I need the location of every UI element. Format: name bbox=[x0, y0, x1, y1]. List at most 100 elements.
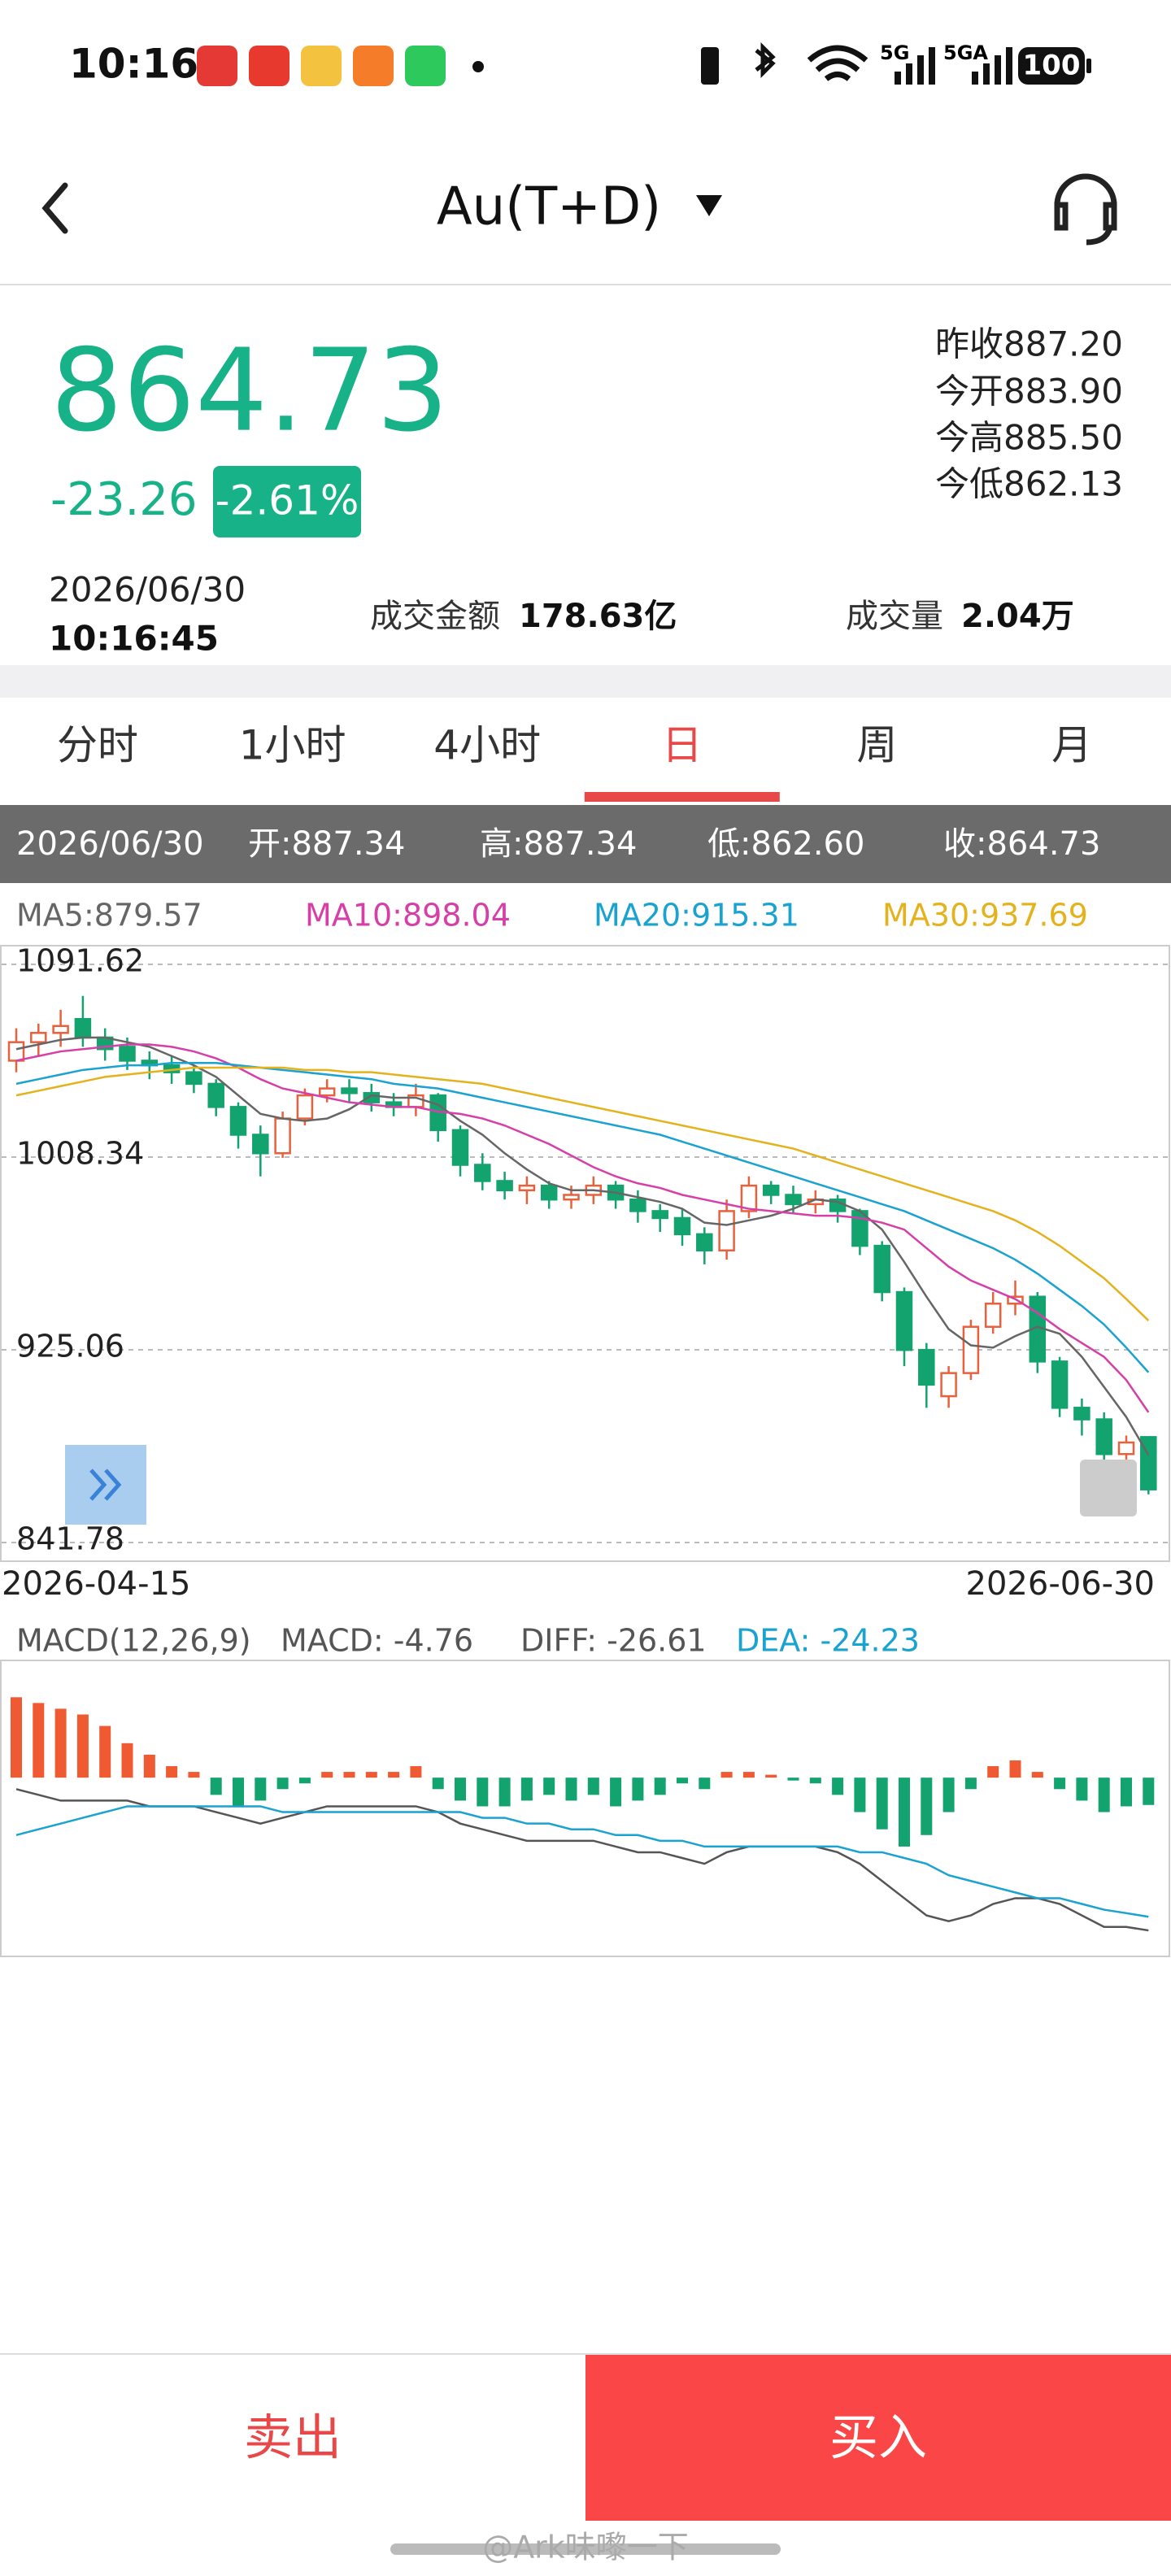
dot bbox=[472, 61, 484, 72]
candle-body bbox=[74, 1017, 92, 1039]
macd-bar bbox=[654, 1778, 666, 1795]
macd-chart bbox=[0, 1660, 1170, 1957]
macd-bar bbox=[54, 1708, 67, 1778]
stat: 今高885.50 bbox=[935, 418, 1123, 458]
macd-bar bbox=[565, 1778, 577, 1801]
y-tick-label: 1091.62 bbox=[16, 943, 144, 979]
candle-body bbox=[185, 1071, 202, 1086]
tab[interactable]: 4小时 bbox=[433, 722, 541, 769]
macd-bar bbox=[921, 1778, 933, 1835]
x-start-label: 2026-04-15 bbox=[2, 1565, 190, 1603]
battery-level: 100 bbox=[1023, 50, 1081, 82]
sell-button[interactable] bbox=[0, 2355, 586, 2521]
dropdown-arrow[interactable] bbox=[696, 195, 722, 216]
macd-bar bbox=[388, 1772, 400, 1778]
macd-bar bbox=[942, 1778, 955, 1812]
buy-label[interactable]: 买入 bbox=[829, 2410, 927, 2467]
macd-bar bbox=[166, 1766, 178, 1778]
macd-bar bbox=[1031, 1772, 1043, 1778]
macd-bar bbox=[11, 1697, 22, 1778]
macd-bar bbox=[1121, 1778, 1132, 1807]
macd-bar bbox=[210, 1778, 222, 1795]
candle-body bbox=[651, 1210, 668, 1220]
price-change: -23.26 bbox=[50, 473, 198, 526]
app-icon bbox=[197, 46, 237, 86]
candle-body bbox=[873, 1244, 890, 1294]
macd-bar bbox=[699, 1778, 711, 1790]
candle-body bbox=[119, 1046, 136, 1062]
watermark: @Ark味嚟一下 bbox=[482, 2530, 689, 2565]
candle-body bbox=[1117, 1441, 1135, 1456]
change-badge bbox=[213, 466, 361, 537]
candle-body bbox=[207, 1082, 224, 1108]
macd-bar bbox=[854, 1778, 866, 1812]
legend-entry: MA30:937.69 bbox=[882, 898, 1088, 933]
tab[interactable]: 1小时 bbox=[239, 722, 346, 769]
macd-bar bbox=[787, 1778, 799, 1781]
sell-label[interactable]: 卖出 bbox=[244, 2410, 342, 2467]
candle-body bbox=[318, 1087, 336, 1097]
price-chart: 1091.62 1008.34 925.06 841.78 bbox=[0, 943, 1170, 1562]
ohlc-value: 2026/06/30 bbox=[16, 825, 204, 863]
macd-bar bbox=[610, 1778, 622, 1807]
macd-bar bbox=[632, 1778, 644, 1801]
tab[interactable]: 分时 bbox=[57, 722, 138, 769]
candle-body bbox=[785, 1194, 802, 1206]
vibrate-icon bbox=[701, 47, 719, 85]
macd-bar bbox=[742, 1772, 755, 1778]
candle-body bbox=[940, 1372, 957, 1398]
zoom-button[interactable] bbox=[1080, 1460, 1137, 1516]
ma-line bbox=[15, 1062, 1150, 1373]
candle-body bbox=[984, 1303, 1002, 1328]
stat: 今开883.90 bbox=[935, 372, 1123, 411]
macd-bar bbox=[365, 1772, 377, 1778]
home-indicator bbox=[390, 2543, 781, 2555]
macd-bar bbox=[720, 1772, 733, 1778]
bluetooth-icon bbox=[755, 41, 776, 79]
macd-bar bbox=[1009, 1760, 1021, 1778]
tab[interactable]: 日 bbox=[662, 722, 703, 769]
service-icon[interactable] bbox=[1054, 173, 1117, 246]
network-label: 5GA bbox=[943, 41, 988, 64]
macd-bar bbox=[809, 1778, 821, 1784]
last-price: 864.73 bbox=[50, 325, 449, 458]
quote-time: 10:16:45 bbox=[49, 619, 219, 659]
macd-bar bbox=[143, 1754, 155, 1778]
tab[interactable]: 月 bbox=[1051, 722, 1092, 769]
macd-legend: MACD(12,26,9) bbox=[16, 1623, 251, 1659]
page-title[interactable]: Au(T+D) bbox=[437, 177, 661, 237]
candle-body bbox=[962, 1325, 980, 1374]
macd-bar bbox=[987, 1766, 999, 1778]
macd-bar bbox=[876, 1778, 888, 1830]
signal-icon bbox=[895, 47, 935, 85]
ohlc-value: 高:887.34 bbox=[480, 825, 637, 863]
app-icon bbox=[405, 46, 446, 86]
network-label: 5G bbox=[880, 41, 909, 64]
candle-body bbox=[918, 1348, 935, 1386]
buy-button[interactable] bbox=[586, 2355, 1171, 2521]
candle-body bbox=[762, 1184, 780, 1196]
macd-legend: MACD: -4.76 bbox=[281, 1623, 473, 1659]
turnover: 178.63亿 bbox=[519, 598, 677, 635]
chart-frame bbox=[0, 1660, 1170, 1957]
diff-line bbox=[15, 1788, 1149, 1932]
tab-bar: 分时 1小时 4小时 日 周 月 bbox=[57, 722, 1092, 802]
tab[interactable]: 周 bbox=[856, 722, 897, 769]
macd-bar bbox=[33, 1703, 45, 1778]
battery-tip bbox=[1086, 59, 1091, 73]
candle-body bbox=[229, 1106, 247, 1136]
macd-bar bbox=[1098, 1778, 1110, 1812]
candle-body bbox=[52, 1025, 69, 1034]
volume-label: 成交量 bbox=[846, 598, 943, 635]
candle-body bbox=[895, 1290, 913, 1351]
app-icon bbox=[353, 46, 394, 86]
candle-body bbox=[540, 1184, 558, 1201]
back-button[interactable] bbox=[41, 182, 68, 234]
macd-bar bbox=[121, 1743, 133, 1778]
y-tick-label: 841.78 bbox=[16, 1521, 124, 1557]
battery bbox=[1018, 47, 1085, 85]
macd-bar bbox=[899, 1778, 910, 1847]
y-tick-label: 925.06 bbox=[16, 1329, 124, 1364]
change-pct: -2.61% bbox=[215, 477, 359, 524]
